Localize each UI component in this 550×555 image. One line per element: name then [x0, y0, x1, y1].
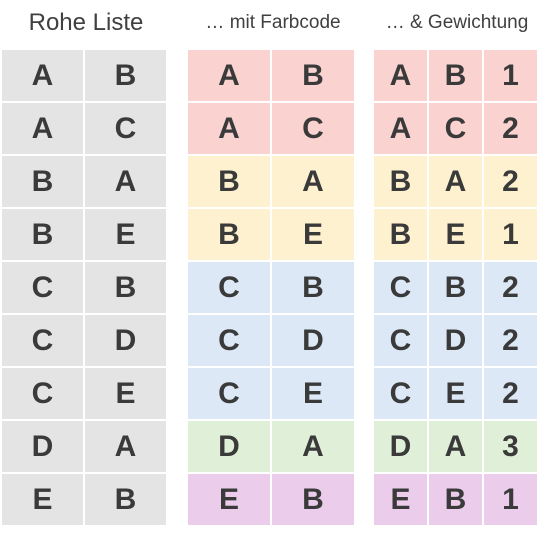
color-coded-cell: C — [186, 366, 272, 421]
weighted-cell: C — [372, 313, 429, 368]
raw-list-cell: B — [83, 260, 168, 315]
weighted-cell: B — [372, 154, 429, 209]
color-coded-cell: C — [186, 260, 272, 315]
raw-list-cell: A — [0, 48, 85, 103]
color-coded-cell: B — [270, 260, 356, 315]
weighted-cell: A — [372, 48, 429, 103]
weighted-cell: 1 — [482, 472, 539, 527]
color-coded-cell: A — [186, 101, 272, 156]
weighted-cell: C — [372, 366, 429, 421]
raw-list-cell: C — [0, 366, 85, 421]
color-coded-cell: E — [270, 207, 356, 262]
color-coded-cell: B — [270, 472, 356, 527]
color-coded-cell: D — [270, 313, 356, 368]
weighted-cell: 1 — [482, 207, 539, 262]
raw-list-cell: A — [83, 154, 168, 209]
color-coded-cell: B — [270, 48, 356, 103]
weighted-cell: B — [372, 207, 429, 262]
weighted-cell: 2 — [482, 101, 539, 156]
weighted-cell: B — [427, 260, 484, 315]
color-coded-cell: C — [270, 101, 356, 156]
weighted-cell: 3 — [482, 419, 539, 474]
weighted-cell: 2 — [482, 366, 539, 421]
weighted-cell: E — [427, 366, 484, 421]
weighted-cell: A — [427, 419, 484, 474]
weighted-cell: C — [427, 101, 484, 156]
weighted-cell: B — [427, 48, 484, 103]
weighted-cell: A — [427, 154, 484, 209]
header-weighting: … & Gewichtung — [385, 12, 529, 33]
raw-list-cell: A — [0, 101, 85, 156]
weighted-cell: E — [427, 207, 484, 262]
weighted-cell: E — [372, 472, 429, 527]
raw-list-cell: B — [83, 48, 168, 103]
weighted-cell: C — [372, 260, 429, 315]
raw-list-cell: C — [83, 101, 168, 156]
color-coded-cell: B — [186, 154, 272, 209]
raw-list-cell: A — [83, 419, 168, 474]
weighted-cell: 2 — [482, 313, 539, 368]
weighted-cell: 2 — [482, 154, 539, 209]
header-color-code: … mit Farbcode — [205, 12, 341, 33]
weighted-cell: 2 — [482, 260, 539, 315]
raw-list-cell: B — [0, 154, 85, 209]
raw-list-cell: E — [0, 472, 85, 527]
raw-list-cell: D — [0, 419, 85, 474]
weighted-cell: A — [372, 101, 429, 156]
color-coded-cell: A — [270, 419, 356, 474]
weighted-cell: D — [372, 419, 429, 474]
color-coded-cell: D — [186, 419, 272, 474]
color-coded-cell: A — [270, 154, 356, 209]
raw-list-cell: B — [83, 472, 168, 527]
color-coded-cell: C — [186, 313, 272, 368]
raw-list-cell: D — [83, 313, 168, 368]
raw-list-cell: C — [0, 313, 85, 368]
weighted-cell: 1 — [482, 48, 539, 103]
raw-list-cell: C — [0, 260, 85, 315]
raw-list-cell: B — [0, 207, 85, 262]
weighted-cell: D — [427, 313, 484, 368]
weighted-cell: B — [427, 472, 484, 527]
color-coded-cell: E — [186, 472, 272, 527]
header-raw-list: Rohe Liste — [28, 9, 144, 36]
raw-list-cell: E — [83, 366, 168, 421]
color-coded-cell: A — [186, 48, 272, 103]
color-coded-cell: B — [186, 207, 272, 262]
color-coded-cell: E — [270, 366, 356, 421]
raw-list-cell: E — [83, 207, 168, 262]
